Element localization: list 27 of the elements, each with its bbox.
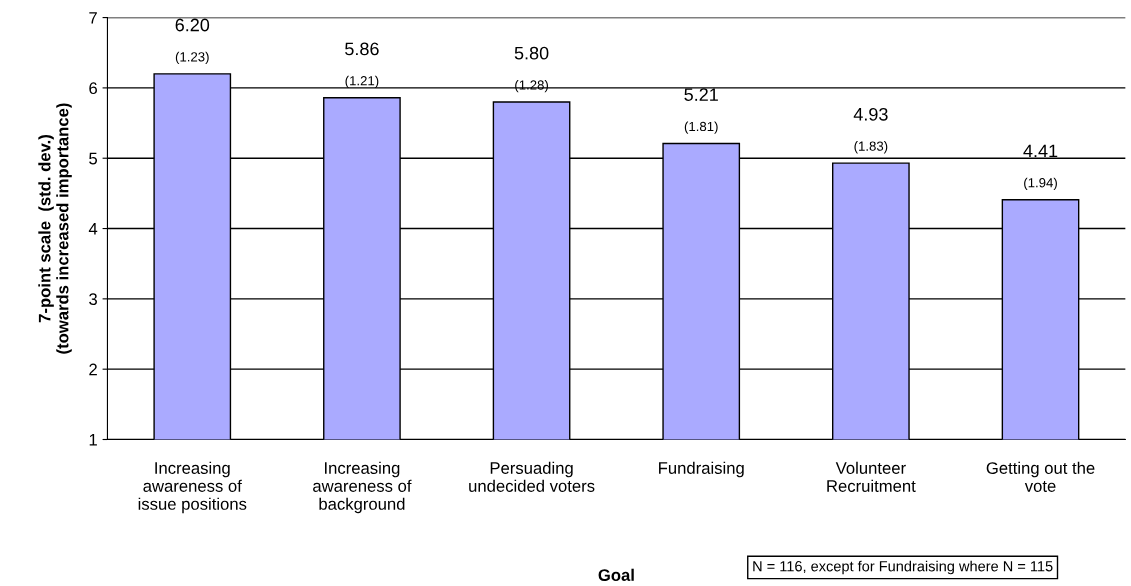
y-tick-label: 1 — [89, 434, 97, 446]
annotation: (1.21) — [345, 75, 379, 89]
annotation: (1.81) — [684, 121, 718, 134]
x-tick-label: Increasing awareness of issue positions — [138, 461, 247, 514]
y-tick-label: 4 — [88, 223, 98, 235]
annotation: (1.83) — [854, 141, 888, 154]
y-tick-label: 6 — [89, 82, 97, 95]
data-label: 6.20 — [175, 18, 210, 32]
data-label: 4.41 — [1023, 144, 1058, 158]
y-tick-label: 7 — [89, 12, 97, 24]
text: N = 116, except for Fundraising where N = 115 — [753, 560, 1053, 575]
x-tick-label: Getting out the vote — [986, 461, 1095, 492]
annotation: (1.94) — [1024, 177, 1057, 190]
data-label: 5.21 — [684, 88, 718, 101]
data-label: 5.80 — [514, 46, 549, 60]
x-tick-label: Increasing awareness of background — [313, 461, 412, 514]
y-axis-title: 7-point scale (std. dev.) (towards increased importance) — [38, 103, 72, 354]
data-label: 4.93 — [853, 107, 888, 121]
annotation: (1.23) — [175, 51, 209, 65]
data-label: 5.86 — [345, 42, 379, 56]
x-axis-title: Goal — [598, 568, 634, 581]
y-tick-label: 3 — [89, 293, 97, 306]
y-tick-label: 2 — [89, 363, 97, 376]
x-tick-label: Volunteer Recruitment — [827, 461, 916, 492]
x-tick-label: Fundraising — [659, 461, 744, 478]
y-tick-label: 5 — [89, 152, 98, 165]
x-tick-label: Persuading undecided voters — [469, 461, 595, 492]
